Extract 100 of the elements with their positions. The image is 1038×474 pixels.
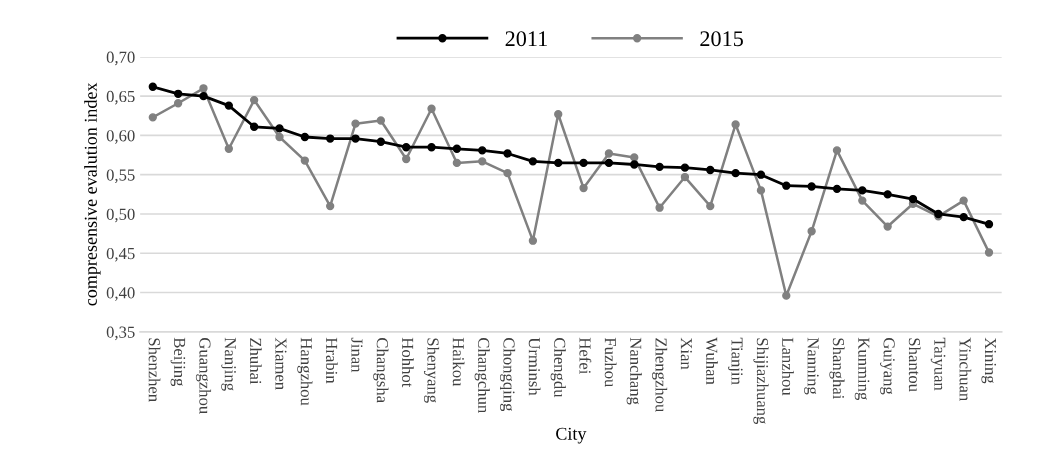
y-tick-label: 0,50 — [106, 208, 135, 223]
x-tick-label: Shanghai — [829, 338, 845, 400]
x-tick-label: Shantou — [908, 338, 921, 392]
point — [249, 122, 259, 131]
x-tick-label: Changchun — [474, 338, 490, 414]
x-tick-label: Zhengzhou — [652, 338, 668, 413]
point — [173, 99, 183, 108]
point — [554, 158, 563, 168]
point — [148, 82, 157, 91]
point — [300, 132, 310, 142]
point — [478, 157, 487, 166]
point — [883, 222, 892, 231]
x-tick-label: Guiyang — [880, 338, 895, 395]
point — [275, 132, 284, 142]
x-tick-label: Haikou — [452, 337, 465, 387]
point — [782, 291, 791, 300]
point — [680, 172, 690, 182]
x-tick-label: Nanning — [804, 337, 819, 395]
y-tick-label: 0,70 — [106, 51, 135, 66]
point — [351, 134, 360, 143]
x-tick-label: Chengdu — [550, 338, 566, 398]
x-tick-label: Nanchang — [626, 337, 642, 405]
point — [376, 137, 386, 146]
point — [984, 220, 994, 229]
y-tick-label: 0,35 — [106, 326, 135, 341]
x-tick-label: Fuzhou — [604, 337, 617, 388]
point — [832, 184, 842, 194]
point — [731, 168, 740, 178]
point — [376, 116, 386, 125]
x-tick-label: Tianjin — [728, 337, 743, 385]
point — [528, 236, 538, 245]
point — [807, 227, 816, 236]
x-axis-title: City — [556, 427, 587, 444]
point — [554, 110, 563, 119]
x-tick-label: Lanzhou — [782, 337, 794, 396]
x-tick-label: Shenzhen — [148, 338, 161, 402]
point — [478, 146, 487, 155]
point — [249, 95, 259, 105]
x-tick-label: Shijiazhuang — [753, 338, 769, 425]
y-tick-label: 0,65 — [106, 90, 135, 105]
point — [630, 160, 639, 169]
point — [858, 196, 867, 205]
x-tick-label: Guangzhou — [195, 338, 212, 414]
x-tick-label: Urminsh — [528, 337, 541, 396]
point — [908, 194, 918, 204]
point — [224, 144, 233, 153]
point — [680, 163, 690, 172]
y-tick-label: 0,55 — [106, 169, 135, 184]
x-tick-label: Hohhot — [402, 337, 414, 388]
point — [655, 162, 664, 172]
x-tick-label: Beijing — [170, 337, 186, 387]
point — [984, 248, 994, 257]
point — [959, 196, 968, 205]
y-axis-title: compresensive evalution index — [84, 82, 101, 306]
point — [579, 183, 588, 193]
x-tick-label: Hefei — [579, 337, 592, 375]
point — [300, 156, 310, 165]
point — [402, 154, 411, 164]
point — [503, 149, 512, 158]
x-tick-label: Yinchuan — [959, 337, 972, 401]
point — [427, 104, 436, 113]
point — [452, 158, 462, 168]
x-tick-label: Shenyang — [423, 338, 440, 403]
point — [199, 91, 208, 101]
point — [731, 120, 740, 129]
point — [326, 201, 335, 211]
legend-label: 2015 — [700, 31, 743, 47]
point — [756, 186, 766, 195]
point — [199, 84, 208, 93]
point — [402, 143, 411, 152]
point — [832, 146, 842, 155]
point — [756, 170, 766, 179]
point — [959, 212, 968, 222]
point — [326, 134, 335, 143]
point — [858, 186, 867, 195]
point — [579, 158, 588, 168]
point — [604, 149, 614, 158]
y-tick-label: 0,60 — [106, 130, 135, 144]
x-tick-label: Hrabin — [326, 337, 338, 384]
x-tick-label: Xiamen — [275, 337, 287, 390]
y-tick-label: 0,40 — [106, 287, 135, 301]
point — [351, 119, 360, 128]
x-tick-label: Wuhan — [706, 337, 718, 385]
x-tick-label: Xian — [680, 337, 692, 370]
point — [630, 153, 639, 162]
x-tick-label: Hangzhou — [297, 337, 313, 406]
x-tick-label: Taiyuan — [930, 337, 946, 391]
x-tick-label: Xining — [981, 337, 997, 384]
point — [503, 168, 512, 178]
point — [706, 201, 715, 211]
point — [148, 113, 157, 122]
y-tick-label: 0,45 — [106, 247, 135, 262]
point — [224, 101, 233, 110]
point — [275, 124, 284, 133]
x-tick-label: Changsha — [373, 338, 389, 403]
point — [782, 181, 791, 190]
point — [706, 165, 715, 175]
legend-label: 2011 — [505, 31, 547, 47]
x-tick-label: Kunming — [854, 337, 870, 400]
point — [427, 143, 436, 152]
